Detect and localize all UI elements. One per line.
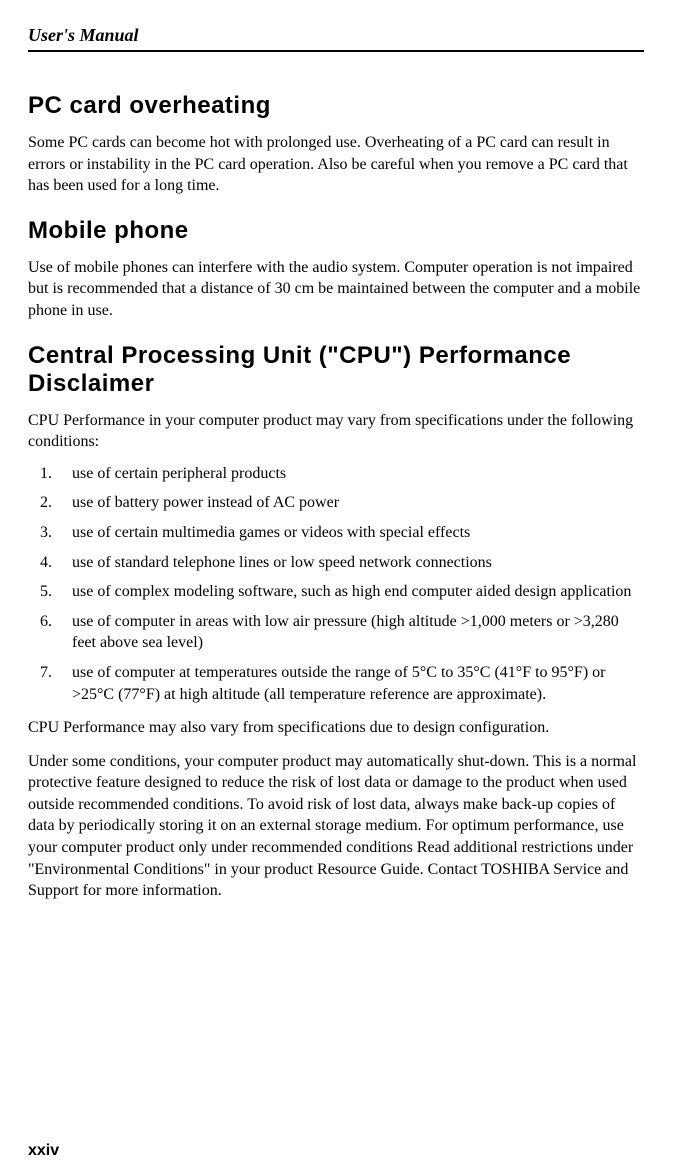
cpu-intro: CPU Performance in your computer product… [28,410,644,453]
section-heading-mobile: Mobile phone [28,217,644,245]
page-number: xxiv [28,1142,59,1160]
section-heading-cpu: Central Processing Unit ("CPU") Performa… [28,342,644,398]
page-header: User's Manual [28,25,644,52]
list-item: use of complex modeling software, such a… [28,581,644,603]
list-item: use of battery power instead of AC power [28,492,644,514]
list-item: use of computer at temperatures outside … [28,662,644,705]
header-title: User's Manual [28,25,139,45]
list-item: use of computer in areas with low air pr… [28,611,644,654]
list-item: use of certain multimedia games or video… [28,522,644,544]
list-item: use of certain peripheral products [28,463,644,485]
mobile-text: Use of mobile phones can interfere with … [28,257,644,322]
section-heading-pc-card: PC card overheating [28,92,644,120]
cpu-conditions-list: use of certain peripheral products use o… [28,463,644,705]
list-item: use of standard telephone lines or low s… [28,552,644,574]
cpu-para1: CPU Performance may also vary from speci… [28,717,644,739]
cpu-para2: Under some conditions, your computer pro… [28,751,644,902]
pc-card-text: Some PC cards can become hot with prolon… [28,132,644,197]
